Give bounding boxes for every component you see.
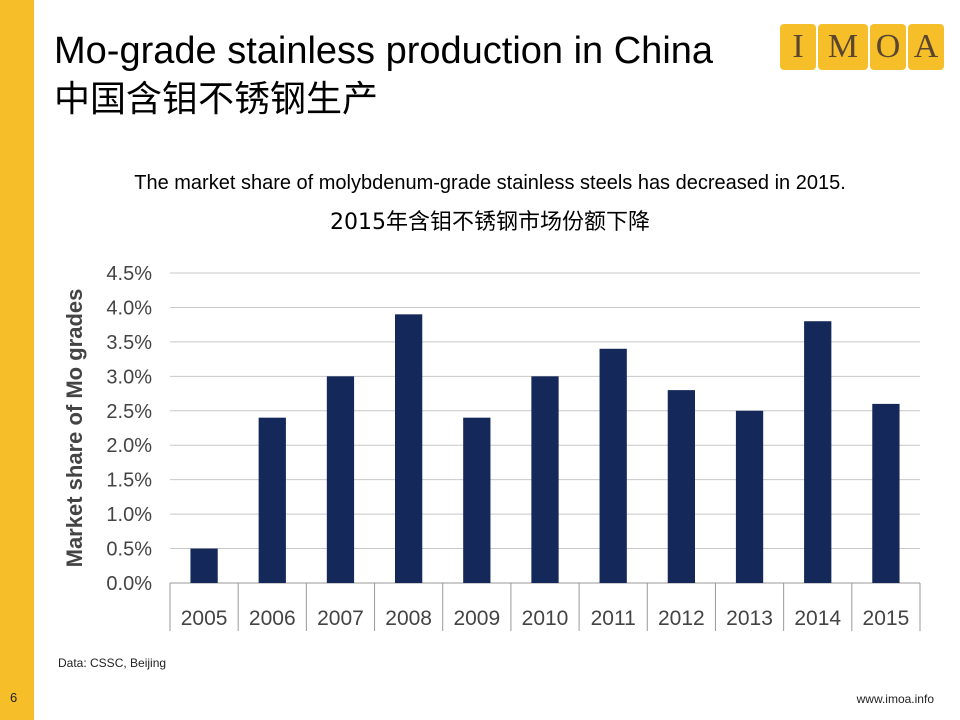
y-tick-label: 0.5% (106, 539, 152, 561)
x-tick-label: 2015 (863, 607, 910, 630)
x-tick-label: 2008 (385, 607, 432, 630)
x-tick-label: 2006 (249, 607, 296, 630)
y-tick-label: 4.0% (106, 297, 152, 319)
y-tick-label: 1.0% (106, 504, 152, 526)
x-tick-label: 2014 (794, 607, 841, 630)
logo-letter-i: I (780, 24, 816, 70)
accent-side-bar (0, 0, 34, 720)
y-tick-label: 2.5% (106, 401, 152, 423)
y-tick-label: 3.5% (106, 332, 152, 354)
bar (667, 390, 695, 583)
bar (190, 548, 218, 583)
bar (599, 348, 627, 583)
x-tick-label: 2013 (726, 607, 773, 630)
y-tick-label: 0.0% (106, 573, 152, 595)
x-tick-label: 2007 (317, 607, 364, 630)
x-tick-label: 2010 (522, 607, 569, 630)
bar (395, 314, 423, 583)
x-tick-label: 2005 (181, 607, 228, 630)
imoa-logo: I M O A (780, 24, 944, 70)
y-tick-label: 3.0% (106, 366, 152, 388)
chart-caption-english: The market share of molybdenum-grade sta… (134, 172, 846, 194)
chart-caption-chinese: 2015年含钼不锈钢市场份额下降 (330, 210, 650, 235)
logo-letter-m: M (818, 24, 868, 70)
logo-letter-o: O (870, 24, 906, 70)
logo-letter-a: A (908, 24, 944, 70)
bar (735, 410, 764, 583)
y-axis-title: Market share of Mo grades (62, 289, 87, 568)
y-tick-label: 4.5% (106, 263, 152, 285)
y-tick-label: 1.5% (106, 470, 152, 492)
bar (804, 321, 832, 583)
x-tick-label: 2011 (591, 607, 636, 630)
x-tick-label: 2012 (658, 607, 705, 630)
y-tick-label: 2.0% (106, 435, 152, 457)
website-url[interactable]: www.imoa.info (856, 692, 934, 706)
bar (531, 376, 559, 583)
slide-number: 6 (10, 690, 18, 705)
bar (326, 376, 355, 583)
slide-title-chinese: 中国含钼不锈钢生产 (54, 79, 379, 120)
data-source-note: Data: CSSC, Beijing (58, 656, 167, 670)
bar (872, 403, 900, 583)
slide-title-english: Mo-grade stainless production in China (54, 30, 714, 72)
bar (258, 417, 286, 583)
bar (463, 417, 491, 583)
x-tick-label: 2009 (453, 607, 500, 630)
